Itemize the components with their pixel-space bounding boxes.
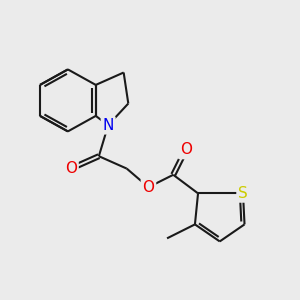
Text: S: S (238, 186, 248, 201)
Text: O: O (65, 161, 77, 176)
Text: N: N (103, 118, 114, 133)
Text: O: O (180, 142, 192, 158)
Text: O: O (142, 180, 154, 195)
